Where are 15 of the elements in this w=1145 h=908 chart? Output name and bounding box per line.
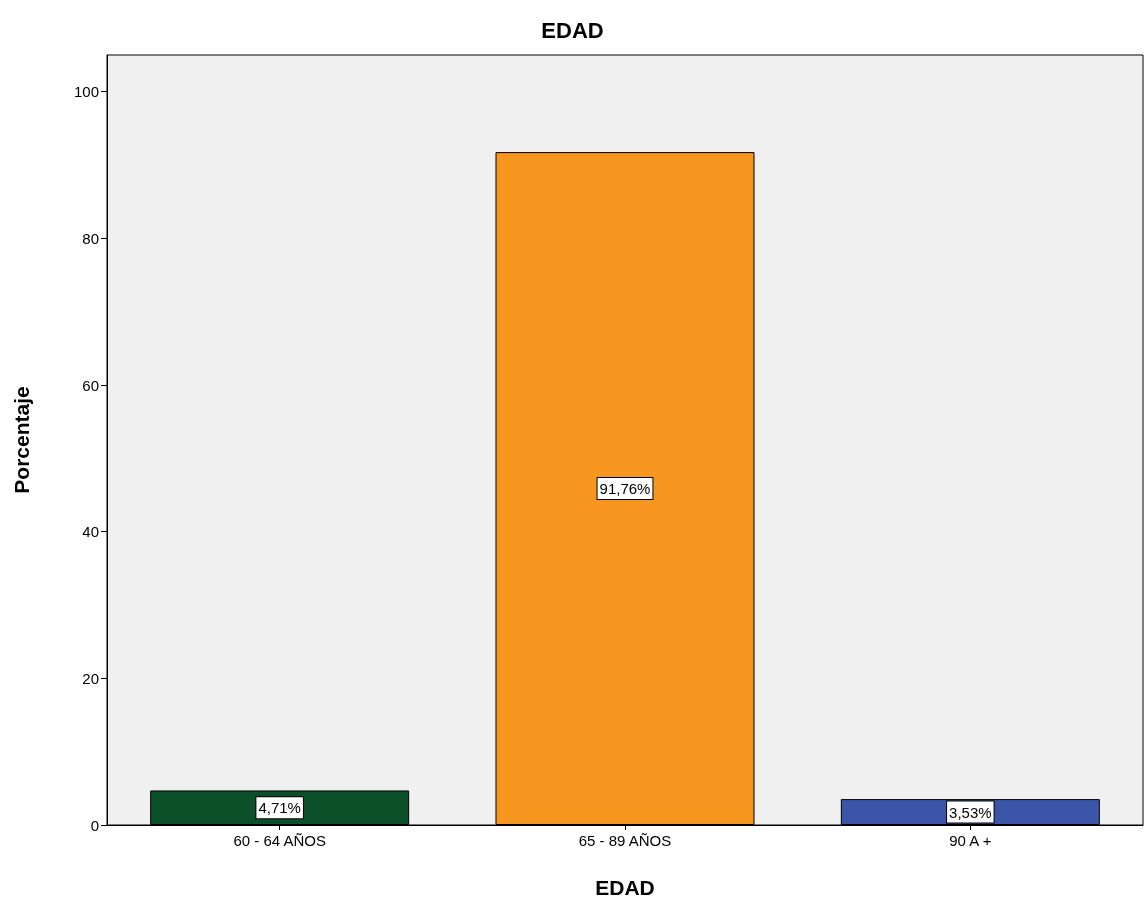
y-tick-label: 0	[90, 816, 99, 834]
data-label: 4,71%	[258, 799, 301, 817]
y-axis-title: Porcentaje	[10, 386, 33, 494]
x-tick-label: 65 - 89 AÑOS	[578, 832, 672, 849]
y-tick-label: 40	[82, 523, 99, 541]
data-label: 91,76%	[599, 480, 651, 498]
x-tick-label: 90 A +	[949, 832, 992, 849]
x-axis-title: EDAD	[595, 876, 655, 899]
y-tick-label: 60	[82, 376, 99, 394]
y-tick-label: 80	[82, 229, 99, 247]
chart-title: EDAD	[541, 17, 604, 43]
y-tick-label: 20	[82, 669, 99, 687]
y-tick-label: 100	[73, 83, 99, 101]
x-tick-label: 60 - 64 AÑOS	[233, 832, 326, 849]
data-label: 3,53%	[949, 803, 992, 821]
